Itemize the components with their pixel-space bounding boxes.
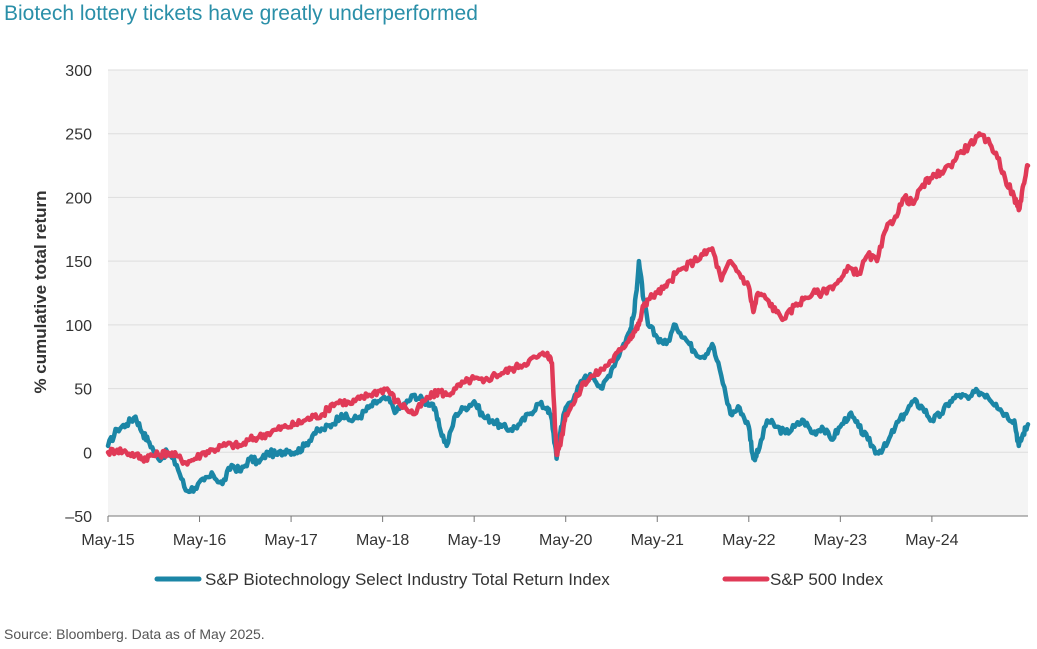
x-tick-label: May-18 (356, 532, 409, 549)
y-axis-label: % cumulative total return (31, 190, 50, 393)
x-tick-label: May-22 (722, 532, 775, 549)
legend-label: S&P 500 Index (770, 570, 884, 589)
y-tick-label: 300 (65, 63, 92, 80)
x-tick-label: May-17 (264, 532, 317, 549)
source-note: Source: Bloomberg. Data as of May 2025. (4, 626, 265, 642)
x-tick-label: May-16 (173, 532, 226, 549)
series-lines (105, 131, 1031, 495)
x-tick-label: May-19 (447, 532, 500, 549)
y-tick-label: 200 (65, 190, 92, 207)
series-line-sp500 (105, 131, 1031, 467)
y-tick-label: 100 (65, 318, 92, 335)
plot-area (108, 70, 1028, 516)
x-tick-label: May-20 (539, 532, 592, 549)
y-tick-label: 0 (83, 445, 92, 462)
x-axis: May-15 May-16 May-17 May-18 May-19 May-20 May-… (81, 516, 959, 549)
legend-label: S&P Biotechnology Select Industry Total … (205, 570, 610, 589)
x-tick-label: May-21 (631, 532, 684, 549)
y-axis: –50 0 50 100 150 200 250 300 (65, 63, 92, 526)
x-tick-label: May-15 (81, 532, 134, 549)
legend: S&P Biotechnology Select Industry Total … (154, 570, 884, 589)
x-tick-label: May-23 (814, 532, 867, 549)
y-tick-label: 150 (65, 254, 92, 271)
x-tick-label: May-24 (905, 532, 958, 549)
y-tick-label: 50 (74, 382, 92, 399)
chart-title: Biotech lottery tickets have greatly und… (4, 2, 478, 25)
y-tick-label: 250 (65, 127, 92, 144)
y-tick-label: –50 (65, 509, 92, 526)
